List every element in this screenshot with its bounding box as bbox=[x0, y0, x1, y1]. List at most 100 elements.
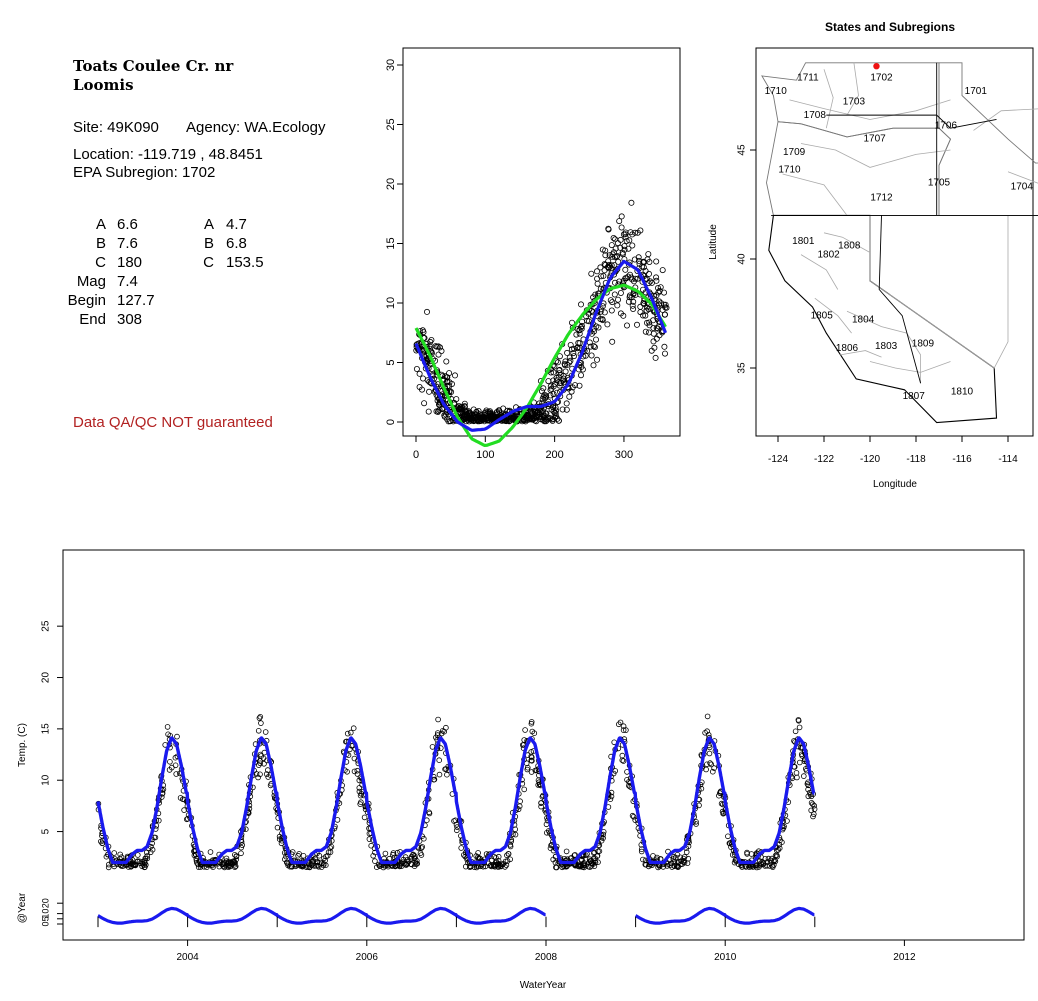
data-point bbox=[426, 809, 432, 816]
subregion-boundary bbox=[973, 108, 1038, 131]
x-axis-label: WaterYear bbox=[520, 980, 567, 991]
data-point bbox=[617, 719, 624, 726]
data-point bbox=[141, 862, 147, 868]
data-point bbox=[528, 720, 535, 727]
data-point bbox=[540, 393, 547, 400]
data-point bbox=[436, 406, 443, 413]
data-point bbox=[563, 848, 570, 855]
data-point bbox=[628, 294, 635, 301]
data-point bbox=[358, 799, 364, 805]
data-point bbox=[225, 862, 232, 868]
data-point bbox=[504, 852, 510, 859]
region-label: 1703 bbox=[843, 97, 866, 108]
data-point bbox=[486, 413, 493, 420]
data-point bbox=[607, 297, 614, 304]
data-point bbox=[238, 844, 245, 851]
data-point bbox=[668, 860, 674, 867]
data-point bbox=[538, 800, 544, 806]
region-label: 1807 bbox=[903, 391, 926, 402]
data-point bbox=[435, 343, 442, 350]
y-tick-label: 30 bbox=[385, 59, 397, 71]
data-point bbox=[648, 279, 655, 286]
data-point bbox=[809, 801, 816, 807]
data-point bbox=[446, 379, 453, 386]
data-point bbox=[622, 266, 629, 273]
site-title-line2: Loomis bbox=[73, 76, 134, 94]
data-point bbox=[640, 312, 647, 319]
data-point bbox=[402, 861, 409, 868]
data-point bbox=[368, 842, 375, 849]
data-point bbox=[598, 837, 605, 844]
data-point bbox=[497, 862, 503, 868]
data-point bbox=[466, 409, 473, 416]
data-point bbox=[257, 713, 264, 720]
data-point bbox=[426, 342, 433, 349]
data-point bbox=[542, 394, 549, 401]
data-point bbox=[535, 782, 541, 788]
data-point bbox=[437, 745, 444, 751]
data-point bbox=[458, 845, 465, 851]
data-point bbox=[231, 861, 238, 868]
y-tick-label: 20 bbox=[41, 672, 52, 684]
data-point bbox=[811, 806, 818, 812]
data-point bbox=[615, 296, 622, 303]
data-point bbox=[656, 298, 663, 305]
data-point bbox=[427, 338, 434, 345]
data-point bbox=[793, 770, 800, 776]
data-point bbox=[520, 417, 527, 424]
data-point bbox=[495, 407, 502, 414]
data-point bbox=[225, 864, 232, 870]
y-tick-label: 25 bbox=[385, 118, 397, 130]
data-point bbox=[325, 849, 332, 855]
region-label: 1712 bbox=[870, 193, 893, 204]
data-point bbox=[555, 373, 562, 380]
data-point bbox=[416, 370, 423, 377]
data-point bbox=[671, 863, 678, 869]
data-point bbox=[327, 849, 334, 855]
region-label: 1710 bbox=[765, 86, 788, 97]
data-point bbox=[627, 229, 634, 236]
data-point bbox=[626, 237, 633, 244]
data-point bbox=[457, 406, 464, 413]
data-point bbox=[604, 321, 611, 328]
data-point bbox=[443, 724, 449, 731]
x-tick-label: 2006 bbox=[356, 952, 379, 963]
param-value: 308 bbox=[117, 311, 143, 328]
data-point bbox=[625, 273, 632, 280]
region-label: 1708 bbox=[804, 110, 827, 121]
y-tick-label: 35 bbox=[737, 362, 748, 374]
x-tick-label: -122 bbox=[814, 454, 834, 465]
plot-frame bbox=[402, 47, 681, 437]
data-point bbox=[462, 863, 469, 870]
region-label: 1707 bbox=[863, 134, 886, 145]
data-point bbox=[645, 251, 652, 258]
data-point bbox=[533, 418, 540, 425]
region-label: 1810 bbox=[951, 387, 974, 398]
data-point bbox=[516, 803, 523, 809]
data-point bbox=[223, 855, 230, 862]
data-point bbox=[612, 279, 619, 286]
data-point bbox=[645, 280, 652, 287]
data-point bbox=[716, 792, 722, 799]
region-label: 1802 bbox=[817, 249, 840, 260]
data-point bbox=[662, 350, 669, 357]
data-point bbox=[117, 851, 123, 858]
data-point bbox=[261, 760, 267, 767]
data-point bbox=[604, 263, 611, 270]
y-tick-label: 25 bbox=[41, 620, 52, 632]
data-point bbox=[764, 862, 770, 869]
data-point bbox=[375, 861, 382, 868]
state-idaho bbox=[938, 62, 1038, 216]
data-point bbox=[744, 851, 750, 857]
data-point bbox=[805, 786, 811, 793]
data-point bbox=[583, 313, 590, 320]
data-point bbox=[465, 418, 472, 425]
data-point bbox=[142, 855, 149, 862]
data-point bbox=[578, 856, 584, 863]
data-point bbox=[263, 771, 270, 777]
data-point bbox=[725, 833, 731, 840]
y-axis-label: Temp. (C) bbox=[17, 723, 28, 767]
data-point bbox=[638, 848, 645, 855]
data-point bbox=[432, 343, 439, 350]
